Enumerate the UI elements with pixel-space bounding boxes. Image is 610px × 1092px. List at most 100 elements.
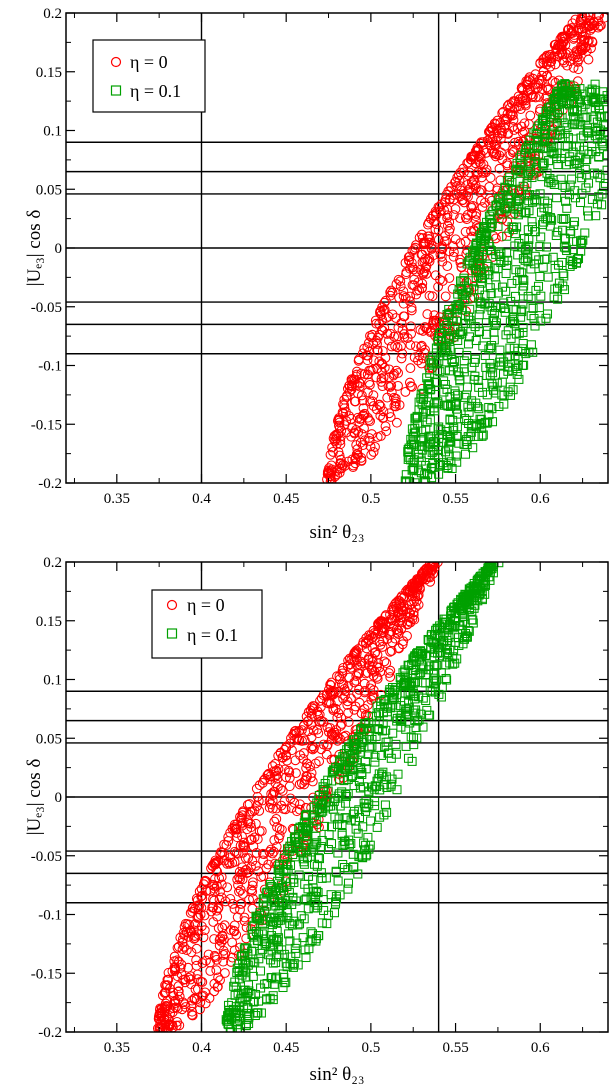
scatter-point-eta01 — [547, 215, 557, 225]
scatter-point-eta01 — [520, 244, 530, 254]
scatter-point-eta0 — [175, 963, 186, 973]
scatter-point-eta01 — [308, 883, 318, 893]
scatter-point-eta0 — [350, 396, 361, 407]
scatter-point-eta0 — [397, 639, 408, 650]
scatter-point-eta01 — [495, 345, 505, 355]
scatter-point-eta0 — [174, 991, 185, 1002]
scatter-point-eta01 — [423, 383, 433, 394]
y-tick-label: 0.05 — [36, 182, 62, 198]
scatter-point-eta01 — [284, 846, 294, 856]
scatter-point-eta0 — [292, 733, 303, 743]
scatter-point-eta01 — [485, 245, 496, 255]
scatter-point-eta01 — [343, 878, 354, 888]
y-tick-label: -0.1 — [38, 908, 62, 924]
scatter-point-eta01 — [528, 303, 538, 313]
scatter-point-eta01 — [359, 838, 369, 848]
scatter-point-eta0 — [259, 884, 270, 895]
scatter-point-eta01 — [361, 840, 371, 850]
scatter-point-eta0 — [368, 390, 379, 401]
scatter-point-eta0 — [334, 417, 345, 428]
scatter-point-eta0 — [238, 841, 249, 852]
scatter-point-eta01 — [514, 166, 524, 176]
scatter-point-eta0 — [520, 98, 531, 109]
scatter-point-eta01 — [448, 659, 458, 669]
scatter-point-eta0 — [464, 167, 475, 178]
scatter-point-eta01 — [357, 769, 367, 780]
scatter-point-eta0 — [359, 685, 370, 696]
scatter-point-eta01 — [462, 632, 472, 642]
scatter-point-eta01 — [598, 139, 608, 149]
scatter-point-eta01 — [303, 904, 313, 914]
scatter-point-eta01 — [434, 331, 444, 341]
scatter-point-eta01 — [465, 586, 475, 596]
scatter-point-eta0 — [290, 726, 301, 737]
scatter-point-eta01 — [570, 186, 580, 196]
scatter-point-eta01 — [484, 402, 494, 413]
scatter-point-eta0 — [253, 795, 264, 806]
scatter-point-eta0 — [242, 799, 253, 810]
scatter-point-eta01 — [391, 739, 401, 749]
scatter-point-eta01 — [279, 972, 289, 982]
scatter-point-eta01 — [460, 449, 471, 459]
scatter-point-eta01 — [526, 294, 536, 304]
scatter-point-eta0 — [335, 458, 346, 469]
scatter-point-eta01 — [370, 757, 380, 767]
scatter-point-eta01 — [282, 859, 292, 869]
scatter-point-eta01 — [520, 208, 530, 218]
scatter-point-eta01 — [406, 681, 416, 692]
scatter-point-eta0 — [210, 857, 221, 868]
scatter-point-eta01 — [470, 322, 480, 332]
panel-bottom: 0.35 0.4 0.45 0.5 0.55 0.6 -0.2 -0.15 -0.1 -0.05… — [24, 555, 609, 1085]
scatter-point-eta0 — [417, 278, 428, 289]
scatter-point-eta0 — [356, 368, 367, 379]
scatter-point-eta01 — [460, 295, 470, 305]
scatter-point-eta01 — [562, 160, 572, 170]
scatter-point-eta01 — [343, 774, 353, 785]
x-tick-label: 0.6 — [531, 1040, 550, 1056]
scatter-point-eta01 — [273, 933, 283, 943]
scatter-point-eta01 — [490, 320, 500, 331]
scatter-point-eta0 — [199, 925, 210, 936]
scatter-point-eta01 — [577, 238, 587, 248]
scatter-point-eta01 — [454, 284, 464, 294]
scatter-point-eta0 — [268, 846, 279, 857]
scatter-point-eta01 — [281, 958, 291, 968]
scatter-point-eta01 — [549, 149, 559, 159]
scatter-point-eta01 — [469, 586, 479, 596]
scatter-point-eta01 — [442, 647, 453, 658]
scatter-point-eta01 — [503, 352, 513, 362]
scatter-point-eta01 — [571, 86, 581, 96]
scatter-point-eta01 — [538, 161, 548, 171]
scatter-point-eta01 — [539, 158, 549, 168]
scatter-point-eta01 — [283, 913, 293, 923]
scatter-point-eta01 — [285, 936, 295, 946]
scatter-point-eta0 — [281, 742, 292, 753]
scatter-point-eta0 — [377, 346, 388, 356]
scatter-point-eta01 — [478, 430, 488, 440]
scatter-point-eta0 — [291, 728, 302, 738]
scatter-point-eta01 — [278, 913, 288, 923]
scatter-point-eta0 — [367, 329, 378, 340]
scatter-point-eta01 — [521, 207, 531, 217]
scatter-point-eta01 — [313, 931, 323, 941]
scatter-point-eta0 — [261, 863, 272, 874]
scatter-point-eta01 — [444, 444, 454, 454]
scatter-point-eta0 — [245, 818, 256, 829]
scatter-point-eta01 — [408, 691, 418, 701]
scatter-point-eta01 — [474, 404, 484, 414]
scatter-point-eta0 — [385, 665, 396, 676]
scatter-point-eta01 — [319, 821, 330, 831]
scatter-point-eta0 — [309, 743, 319, 753]
scatter-point-eta0 — [356, 456, 367, 466]
scatter-point-eta0 — [237, 810, 248, 821]
scatter-point-eta0 — [213, 923, 224, 933]
scatter-point-eta01 — [476, 278, 486, 288]
scatter-point-eta01 — [466, 593, 476, 603]
scatter-point-eta0 — [336, 712, 347, 723]
scatter-point-eta0 — [481, 164, 492, 175]
scatter-point-eta01 — [425, 431, 436, 441]
scatter-point-eta0 — [573, 54, 584, 65]
scatter-point-eta0 — [336, 719, 347, 729]
scatter-point-eta01 — [410, 694, 420, 704]
scatter-point-eta01 — [364, 743, 374, 753]
